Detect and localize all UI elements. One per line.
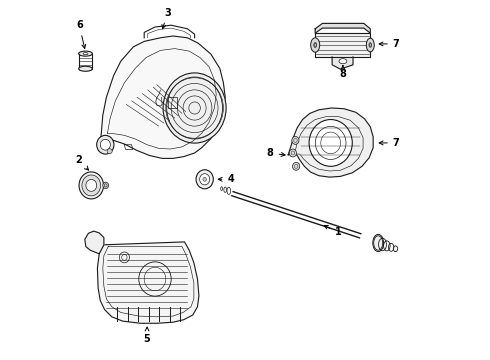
Ellipse shape <box>79 172 103 199</box>
Ellipse shape <box>311 38 319 52</box>
Ellipse shape <box>199 174 210 185</box>
Ellipse shape <box>309 120 352 166</box>
Ellipse shape <box>82 175 100 196</box>
Ellipse shape <box>203 177 206 181</box>
Text: 7: 7 <box>379 39 399 49</box>
Ellipse shape <box>339 59 347 64</box>
Text: 7: 7 <box>379 138 399 148</box>
Text: 5: 5 <box>144 327 150 344</box>
Ellipse shape <box>86 180 97 192</box>
Ellipse shape <box>196 170 213 189</box>
Text: 1: 1 <box>324 225 342 237</box>
Text: 8: 8 <box>340 66 346 79</box>
Ellipse shape <box>103 182 109 189</box>
Ellipse shape <box>107 149 112 154</box>
Text: 6: 6 <box>76 20 86 49</box>
Polygon shape <box>315 23 370 33</box>
Polygon shape <box>85 231 104 254</box>
Ellipse shape <box>373 234 384 252</box>
Text: 2: 2 <box>75 155 89 170</box>
Ellipse shape <box>79 51 92 56</box>
Ellipse shape <box>293 162 300 170</box>
Ellipse shape <box>97 135 114 154</box>
Ellipse shape <box>289 149 296 157</box>
Ellipse shape <box>79 66 92 71</box>
Polygon shape <box>315 33 370 57</box>
Polygon shape <box>101 36 225 158</box>
Ellipse shape <box>100 139 110 150</box>
Ellipse shape <box>163 73 226 143</box>
Text: 8: 8 <box>267 148 285 158</box>
Polygon shape <box>332 57 353 69</box>
Polygon shape <box>98 242 199 323</box>
Ellipse shape <box>83 53 88 55</box>
Text: 4: 4 <box>218 174 234 184</box>
Ellipse shape <box>367 38 374 52</box>
Polygon shape <box>288 108 373 177</box>
Text: 3: 3 <box>162 8 171 29</box>
Ellipse shape <box>292 136 299 144</box>
Bar <box>168 97 176 108</box>
